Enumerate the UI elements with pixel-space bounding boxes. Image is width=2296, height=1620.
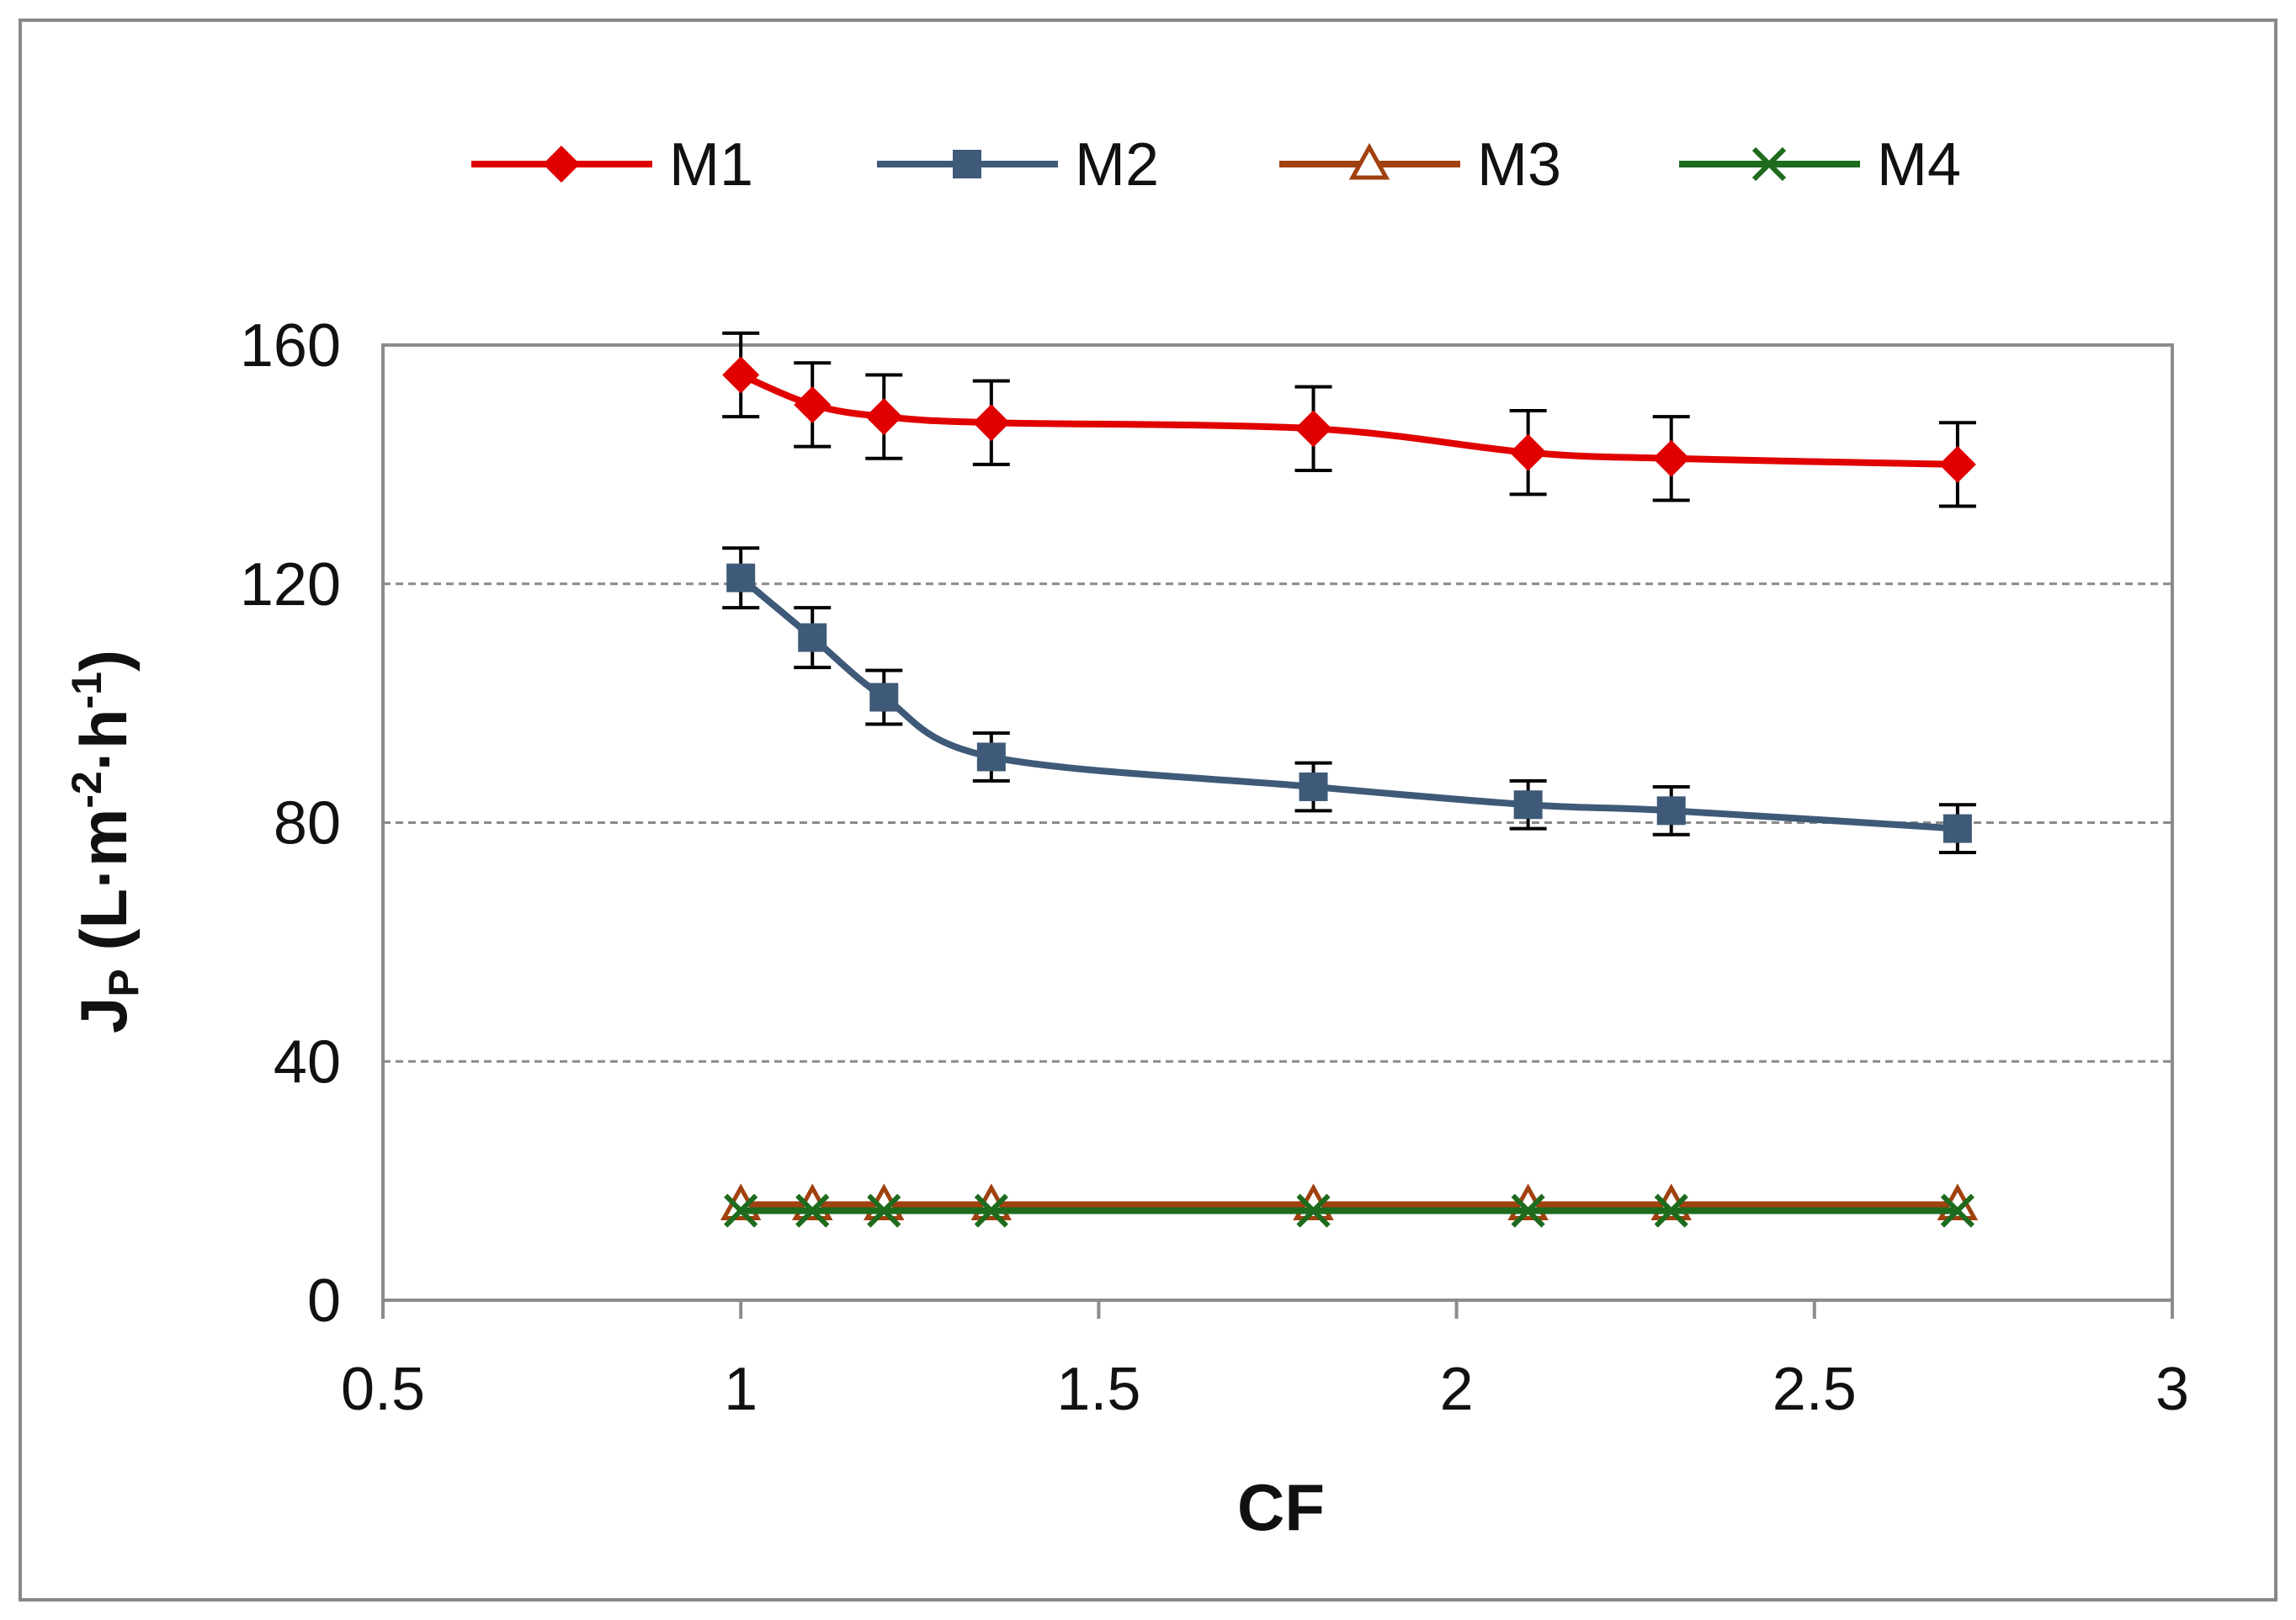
series-m4-point-stroke [795, 1193, 830, 1228]
series-m1-point [865, 398, 903, 436]
series-m4 [724, 1193, 1975, 1228]
series-m4-point-stroke [724, 1193, 758, 1228]
series-m2-point [976, 742, 1006, 772]
chart-border [19, 19, 2277, 1601]
legend-item-m1: M1 [471, 131, 753, 199]
series-m1 [722, 331, 1976, 508]
y-axis-units-close: ) [66, 650, 141, 672]
y-axis-exponent-1: -2 [63, 771, 110, 808]
series-m2 [722, 546, 1976, 854]
x-axis-title: CF [1237, 1470, 1325, 1544]
series-m2-point [798, 623, 827, 652]
series-m4-point-stroke [1940, 1193, 1975, 1228]
series-m4-point-stroke [974, 1193, 1008, 1228]
axis-layer: 0.5 1 1.5 2 2.5 3 0 40 80 120 160 [240, 312, 2189, 1423]
series-m4-point-stroke [1654, 1193, 1688, 1228]
legend-marker-m1 [543, 146, 580, 183]
series-m1-point [1652, 439, 1690, 477]
series-m4-point [1654, 1193, 1688, 1228]
legend: M1 M2 M3 M4 [471, 131, 1961, 199]
series-layer [720, 331, 1979, 1228]
legend-marker-m3 [1348, 142, 1390, 180]
series-m2-point [1299, 772, 1328, 801]
series-m2-point [869, 683, 899, 712]
series-m4-point [867, 1193, 901, 1228]
y-tick-label: 120 [240, 551, 341, 619]
legend-label-m3: M3 [1477, 131, 1561, 199]
series-m1-point [1938, 445, 1976, 483]
x-tick-label: 1 [724, 1356, 757, 1423]
y-axis-symbol: J [66, 997, 141, 1033]
series-m1-point [1294, 410, 1332, 448]
series-m4-point [795, 1193, 830, 1228]
y-axis-subscript: P [100, 969, 147, 996]
series-m4-point-stroke [867, 1193, 901, 1228]
plot-area [381, 343, 2174, 1302]
series-m4-point-stroke [1296, 1193, 1331, 1228]
legend-marker-m4 [1751, 146, 1787, 182]
series-m1-point [794, 385, 832, 423]
x-tick-label: 2 [1440, 1356, 1474, 1423]
y-axis-title: JP (L·m-2·h-1) [63, 650, 147, 1033]
x-tick-label: 0.5 [341, 1356, 425, 1423]
x-tick-label: 1.5 [1056, 1356, 1140, 1423]
y-tick-label: 80 [274, 790, 341, 858]
y-tick-label: 0 [307, 1267, 341, 1335]
series-m2-point [726, 563, 756, 592]
legend-item-m2: M2 [877, 131, 1159, 199]
y-axis-units-open: (L·m [66, 809, 141, 969]
series-m4-point-stroke [1511, 1193, 1545, 1228]
series-m4-point [974, 1193, 1008, 1228]
y-axis-exponent-2: -1 [63, 672, 110, 709]
legend-item-m4: M4 [1679, 131, 1961, 199]
series-m2-point [1513, 790, 1543, 820]
y-tick-label: 160 [240, 312, 341, 380]
series-m1-point [722, 356, 760, 394]
x-tick-label: 2.5 [1772, 1356, 1857, 1423]
series-m1-point [972, 404, 1010, 442]
series-m4-point [1511, 1193, 1545, 1228]
series-m1-point [1509, 433, 1547, 471]
y-tick-label: 40 [274, 1028, 341, 1096]
legend-label-m2: M2 [1075, 131, 1159, 199]
series-m4-point [1940, 1193, 1975, 1228]
legend-item-m3: M3 [1279, 131, 1561, 199]
series-m4-point [724, 1193, 758, 1228]
legend-marker-m2 [953, 150, 981, 178]
legend-label-m1: M1 [669, 131, 753, 199]
series-m2-point [1656, 796, 1686, 826]
x-tick-label: 3 [2155, 1356, 2189, 1423]
series-m4-point [1296, 1193, 1331, 1228]
y-axis-units-mid: ·h [66, 709, 141, 771]
legend-marker-m4-stroke [1751, 146, 1787, 182]
legend-label-m4: M4 [1877, 131, 1961, 199]
series-m2-point [1943, 814, 1972, 843]
